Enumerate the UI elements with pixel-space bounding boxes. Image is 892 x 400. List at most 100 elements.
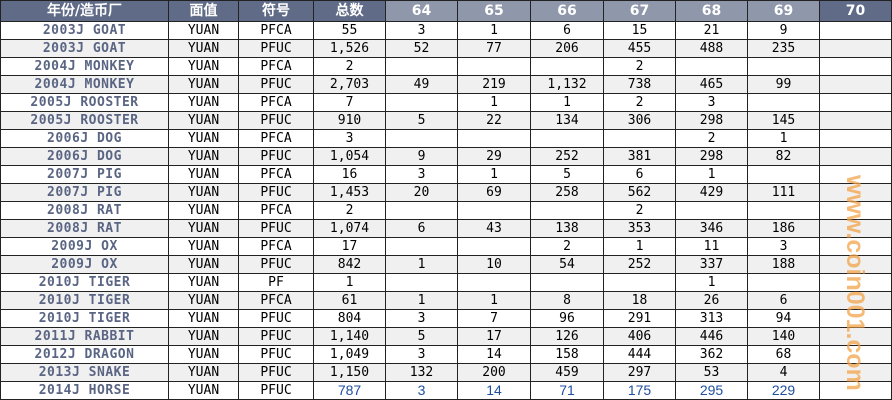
table-cell: 16 [313, 165, 386, 184]
table-cell: 446 [675, 327, 748, 346]
table-cell: 3 [385, 21, 458, 40]
column-header: 70 [819, 0, 892, 22]
issue-name-cell: 2006J DOG [0, 147, 169, 166]
table-cell [819, 201, 892, 220]
table-cell: 381 [603, 147, 676, 166]
table-cell: YUAN [168, 39, 239, 58]
table-cell: 14 [457, 381, 531, 400]
table-row: 2011J RABBIT YUAN PFUC 1,140 5 17 126 406 446 140 [0, 327, 892, 346]
table-cell: PFUC [238, 327, 314, 346]
table-cell [603, 273, 676, 292]
table-cell: 21 [675, 21, 748, 40]
table-cell: 29 [457, 147, 531, 166]
table-row: 2007J PIG YUAN PFCA 16 3 1 5 6 1 [0, 165, 892, 184]
table-row: 2005J ROOSTER YUAN PFUC 910 5 22 134 306 298 145 [0, 111, 892, 130]
table-cell: 295 [675, 381, 748, 400]
table-cell: 145 [747, 111, 820, 130]
table-cell [530, 129, 604, 148]
table-cell: 18 [603, 291, 676, 310]
table-cell: YUAN [168, 219, 239, 238]
table-cell: PFCA [238, 21, 314, 40]
issue-name-cell: 2003J GOAT [0, 39, 169, 58]
table-cell [385, 201, 458, 220]
issue-name-cell: 2008J RAT [0, 219, 169, 238]
table-cell: 1 [675, 273, 748, 292]
table-cell: 186 [747, 219, 820, 238]
issue-name-cell: 2012J DRAGON [0, 345, 169, 364]
table-cell: YUAN [168, 309, 239, 328]
table-cell: 43 [457, 219, 531, 238]
table-cell: 313 [675, 309, 748, 328]
table-cell: 2,703 [313, 75, 386, 94]
table-row: 2008J RAT YUAN PFCA 2 2 [0, 201, 892, 220]
table-cell: YUAN [168, 57, 239, 76]
table-cell: 68 [747, 345, 820, 364]
table-cell: YUAN [168, 183, 239, 202]
table-cell: 219 [457, 75, 531, 94]
table-cell [819, 57, 892, 76]
table-cell: 17 [313, 237, 386, 256]
column-header: 面值 [168, 0, 239, 22]
table-cell [819, 309, 892, 328]
table-cell: 3 [747, 237, 820, 256]
table-cell [819, 363, 892, 382]
table-cell: 1 [530, 93, 604, 112]
table-cell: 7 [457, 309, 531, 328]
column-header: 68 [675, 0, 748, 22]
table-cell [819, 255, 892, 274]
table-row: 2004J MONKEY YUAN PFUC 2,703 49 219 1,132 738 46… [0, 75, 892, 94]
table-cell: 6 [603, 165, 676, 184]
table-cell: YUAN [168, 165, 239, 184]
table-cell [819, 183, 892, 202]
table-cell: 337 [675, 255, 748, 274]
table-cell: 459 [530, 363, 604, 382]
table-cell [530, 57, 604, 76]
table-cell [819, 75, 892, 94]
table-cell: 306 [603, 111, 676, 130]
table-cell: PFUC [238, 75, 314, 94]
table-cell: 175 [603, 381, 676, 400]
issue-name-cell: 2009J OX [0, 237, 169, 256]
table-row: 2010J TIGER YUAN PFUC 804 3 7 96 291 313 94 [0, 309, 892, 328]
table-cell: 99 [747, 75, 820, 94]
issue-name-cell: 2007J PIG [0, 183, 169, 202]
table-cell [385, 273, 458, 292]
table-cell: 1 [457, 21, 531, 40]
table-cell: 3 [313, 129, 386, 148]
column-header: 总数 [313, 0, 386, 22]
table-cell: 2 [313, 201, 386, 220]
table-cell: 200 [457, 363, 531, 382]
table-cell: 2 [603, 201, 676, 220]
table-cell: 188 [747, 255, 820, 274]
table-cell: 9 [385, 147, 458, 166]
table-cell: 2 [675, 129, 748, 148]
table-cell: 353 [603, 219, 676, 238]
table-cell: YUAN [168, 129, 239, 148]
table-cell: 10 [457, 255, 531, 274]
table-row: 2013J SNAKE YUAN PFUC 1,150 132 200 459 297 53 4 [0, 363, 892, 382]
table-row: 2014J HORSE YUAN PFUC 787 3 14 71 175 295 229 [0, 381, 892, 400]
table-cell [819, 219, 892, 238]
table-cell: PFUC [238, 147, 314, 166]
table-cell: 562 [603, 183, 676, 202]
issue-name-cell: 2006J DOG [0, 129, 169, 148]
table-cell: PFUC [238, 345, 314, 364]
table-row: 2004J MONKEY YUAN PFCA 2 2 [0, 57, 892, 76]
table-cell: 49 [385, 75, 458, 94]
table-cell: 132 [385, 363, 458, 382]
table-cell: 3 [385, 309, 458, 328]
table-cell [819, 111, 892, 130]
table-cell [603, 129, 676, 148]
table-cell [819, 345, 892, 364]
table-row: 2006J DOG YUAN PFUC 1,054 9 29 252 381 298 82 [0, 147, 892, 166]
table-cell: 910 [313, 111, 386, 130]
table-cell [819, 327, 892, 346]
table-cell: YUAN [168, 75, 239, 94]
table-cell: 54 [530, 255, 604, 274]
column-header: 69 [747, 0, 820, 22]
table-cell: 298 [675, 147, 748, 166]
table-cell [385, 93, 458, 112]
table-row: 2010J TIGER YUAN PF 1 1 [0, 273, 892, 292]
table-cell: PFCA [238, 165, 314, 184]
table-cell [385, 129, 458, 148]
